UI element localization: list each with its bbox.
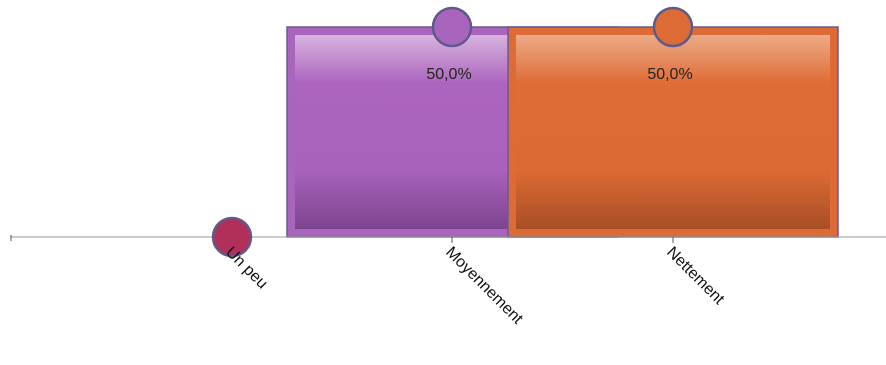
point-marker-un-peu [211, 216, 253, 258]
x-tick-label-nettement: Nettement [663, 244, 728, 309]
bars-layer [286, 26, 839, 238]
point-marker-nettement [652, 6, 694, 48]
bar-inner-nettement [516, 35, 830, 229]
x-ticks-layer [231, 237, 674, 243]
x-tick-label-moyennement: Moyennement [442, 244, 526, 328]
data-label-nettement: 50,0% [647, 66, 692, 83]
markers-layer [211, 6, 694, 258]
data-label-moyennement: 50,0% [426, 66, 471, 83]
point-marker-moyennement [431, 6, 473, 48]
